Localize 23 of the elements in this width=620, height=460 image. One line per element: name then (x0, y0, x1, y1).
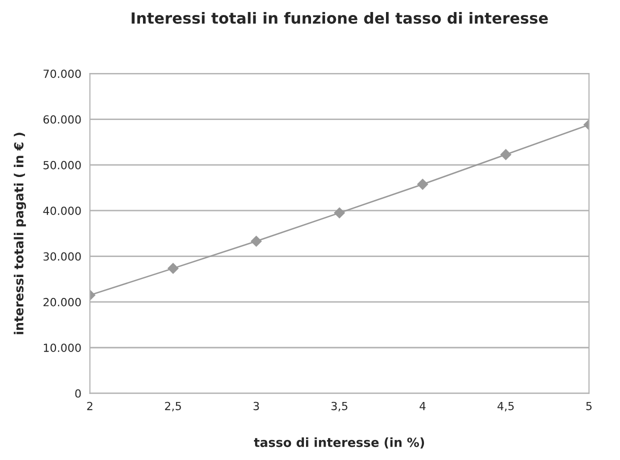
point (417, 178, 428, 190)
point (334, 207, 345, 218)
x-tick-label: 5 (586, 402, 592, 410)
x-tick-label: 4,5 (498, 402, 514, 412)
x-tick-label: 2,5 (165, 402, 181, 412)
x-tick-label: 4 (420, 402, 426, 410)
y-tick-label: 70.000 (44, 70, 81, 78)
x-tick-label: 2 (87, 402, 92, 410)
x-tick-label: 3 (254, 402, 259, 410)
point (500, 149, 512, 160)
x-axis-title: tasso di interesse (in %) (254, 437, 424, 449)
y-tick-label: 50.000 (44, 160, 81, 170)
y-tick-label: 10.000 (44, 344, 81, 352)
y-tick-label: 0 (75, 389, 81, 398)
chart-title: Interessi totali in funzione del tasso di interesse (132, 12, 548, 24)
y-tick-label: 30.000 (44, 252, 81, 261)
y-axis-title: interessi totali pagati ( in € ) (14, 132, 26, 334)
point (250, 236, 262, 247)
x-tick-label: 3,5 (331, 402, 348, 412)
point (168, 262, 179, 274)
y-tick-label: 40.000 (43, 206, 81, 215)
y-tick-label: 60.000 (43, 115, 81, 124)
y-tick-label: 20.000 (44, 298, 81, 306)
